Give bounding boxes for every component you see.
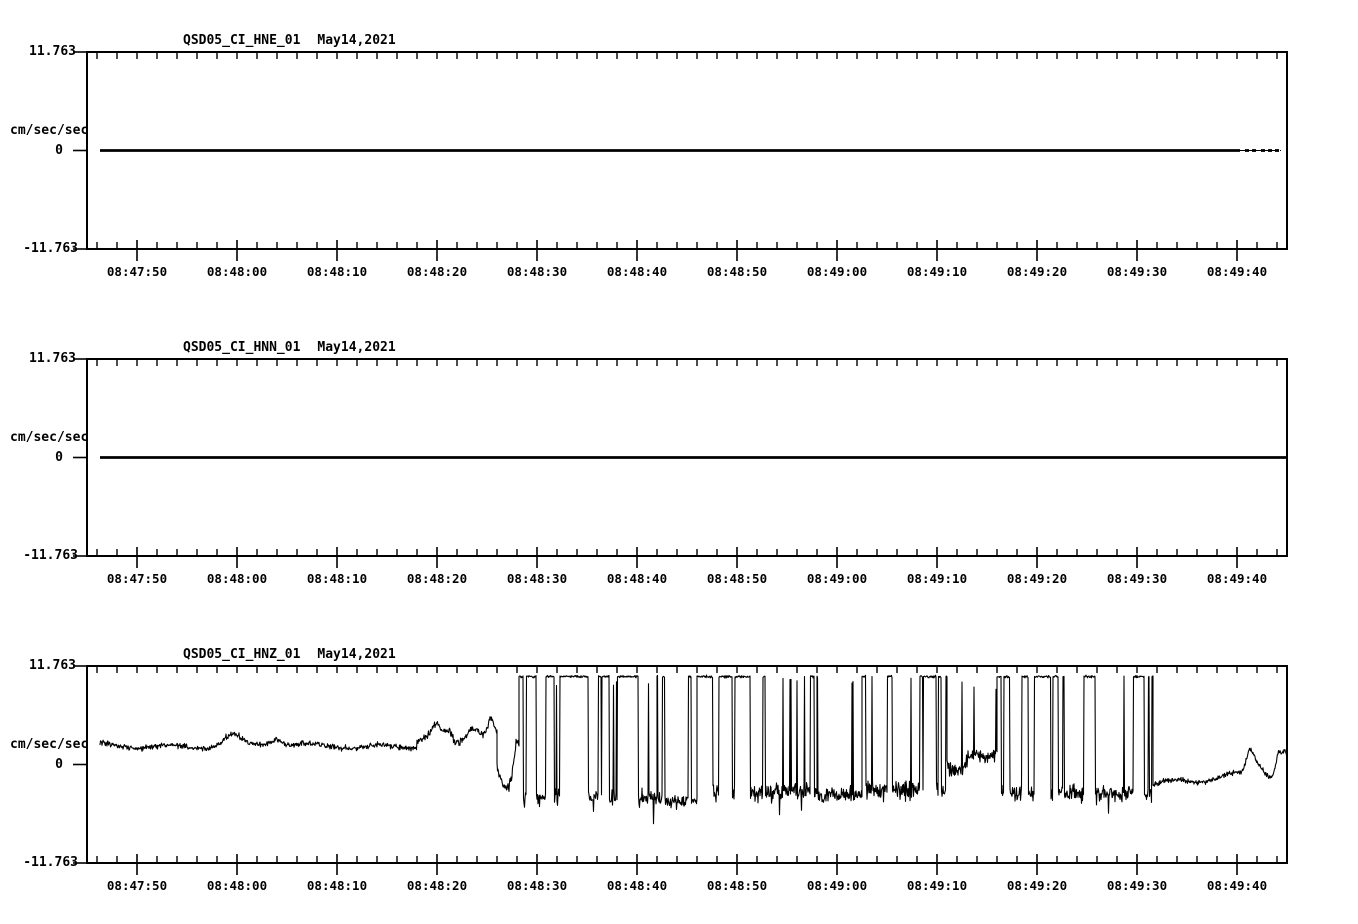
ytick-zero-label: 0 (55, 143, 63, 158)
panel-date: May14,2021 (317, 33, 396, 48)
x-tick-label: 08:48:10 (307, 264, 367, 279)
panel-title: QSD05_CI_HNZ_01 (183, 647, 301, 662)
x-tick-label: 08:48:10 (307, 878, 367, 893)
ytick-zero-label: 0 (55, 450, 63, 465)
ytick-top-label: 11.763 (29, 44, 76, 59)
ytick-bottom-label: -11.763 (23, 548, 78, 563)
ytick-bottom-label: -11.763 (23, 241, 78, 256)
x-tick-label: 08:48:50 (707, 264, 767, 279)
panel-title: QSD05_CI_HNE_01 (183, 33, 301, 48)
x-tick-label: 08:48:30 (507, 571, 567, 586)
x-tick-label: 08:49:20 (1007, 878, 1067, 893)
ytick-bottom-label: -11.763 (23, 855, 78, 870)
x-tick-label: 08:47:50 (107, 571, 167, 586)
x-tick-label: 08:49:10 (907, 571, 967, 586)
panel-hne: 08:47:50 08:48:00 08:48:10 08:48:20 08:48:30… (0, 0, 1358, 310)
ylabel-units: cm/sec/sec (10, 737, 89, 752)
x-tick-label: 08:49:20 (1007, 571, 1067, 586)
x-tick-label: 08:49:10 (907, 878, 967, 893)
x-tick-label: 08:48:20 (407, 571, 467, 586)
ylabel-units: cm/sec/sec (10, 123, 89, 138)
x-tick-label: 08:48:20 (407, 878, 467, 893)
panel-title-row: QSD05_CI_HNZ_01 May14,2021 (183, 648, 396, 662)
x-tick-label: 08:49:00 (807, 571, 867, 586)
x-tick-label: 08:48:30 (507, 878, 567, 893)
panel-hnn: 08:47:50 08:48:00 08:48:10 08:48:20 08:48:30… (0, 307, 1358, 617)
hnz-waveform-plot: 08:47:50 08:48:00 08:48:10 08:48:20 08:48:30… (73, 665, 1288, 893)
panel-title: QSD05_CI_HNN_01 (183, 340, 301, 355)
x-tick-label: 08:48:30 (507, 264, 567, 279)
ytick-zero-label: 0 (55, 757, 63, 772)
x-tick-label: 08:48:50 (707, 571, 767, 586)
x-tick-label: 08:49:20 (1007, 264, 1067, 279)
x-tick-label: 08:47:50 (107, 264, 167, 279)
x-tick-label: 08:48:20 (407, 264, 467, 279)
plot-frame (86, 665, 1288, 864)
x-tick-label: 08:48:50 (707, 878, 767, 893)
x-tick-label: 08:48:40 (607, 571, 667, 586)
panel-title-row: QSD05_CI_HNN_01 May14,2021 (183, 341, 396, 355)
x-tick-label: 08:48:40 (607, 264, 667, 279)
ylabel-units: cm/sec/sec (10, 430, 89, 445)
x-tick-label: 08:48:00 (207, 571, 267, 586)
x-tick-label: 08:48:10 (307, 571, 367, 586)
x-tick-label: 08:49:40 (1207, 264, 1267, 279)
x-tick-label: 08:49:10 (907, 264, 967, 279)
hnn-waveform-plot: 08:47:50 08:48:00 08:48:10 08:48:20 08:48:30… (73, 358, 1288, 586)
x-tick-label: 08:49:00 (807, 264, 867, 279)
x-tick-label: 08:49:40 (1207, 878, 1267, 893)
x-tick-label: 08:49:40 (1207, 571, 1267, 586)
x-tick-label: 08:49:30 (1107, 571, 1167, 586)
panel-title-row: QSD05_CI_HNE_01 May14,2021 (183, 34, 396, 48)
x-tick-label: 08:49:30 (1107, 264, 1167, 279)
panel-date: May14,2021 (317, 340, 396, 355)
x-tick-label: 08:49:30 (1107, 878, 1167, 893)
waveform-trace (99, 674, 1288, 825)
x-tick-label: 08:47:50 (107, 878, 167, 893)
x-tick-label: 08:48:40 (607, 878, 667, 893)
ytick-top-label: 11.763 (29, 658, 76, 673)
hne-waveform-plot: 08:47:50 08:48:00 08:48:10 08:48:20 08:48:30… (73, 51, 1288, 279)
panel-hnz: 08:47:50 08:48:00 08:48:10 08:48:20 08:48:30… (0, 614, 1358, 924)
x-tick-label: 08:49:00 (807, 878, 867, 893)
x-tick-label: 08:48:00 (207, 264, 267, 279)
ytick-top-label: 11.763 (29, 351, 76, 366)
panel-date: May14,2021 (317, 647, 396, 662)
x-tick-label: 08:48:00 (207, 878, 267, 893)
